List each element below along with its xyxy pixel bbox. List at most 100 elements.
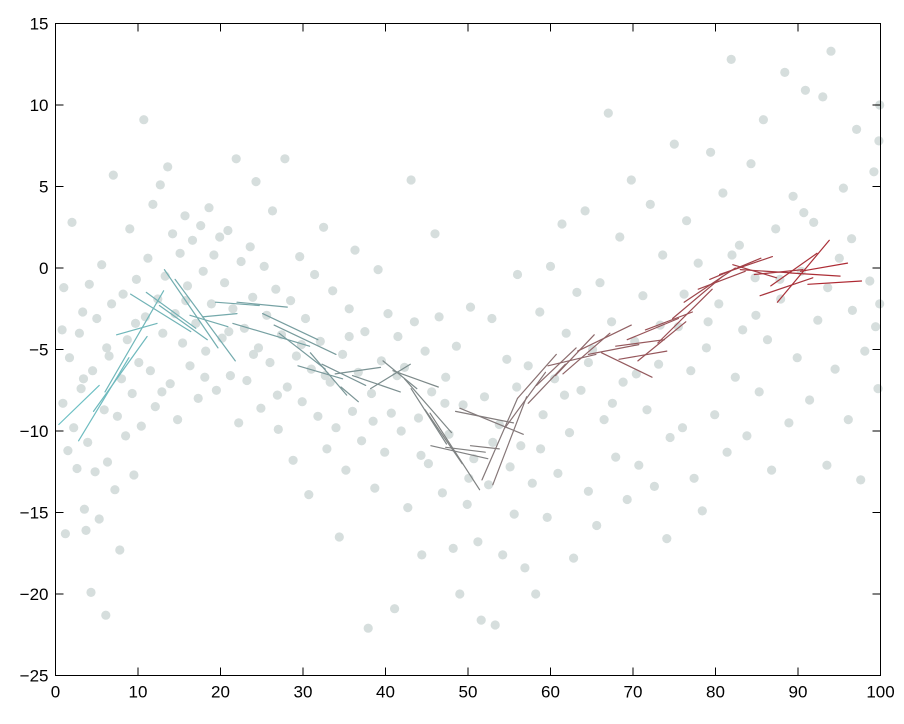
x-tick-label: 30 — [294, 683, 313, 702]
scatter-point — [58, 398, 68, 408]
scatter-point — [60, 529, 70, 539]
x-tick-label: 90 — [789, 683, 808, 702]
scatter-point — [856, 475, 866, 485]
scatter-point — [813, 315, 823, 325]
scatter-point — [74, 328, 84, 338]
scatter-point — [127, 388, 137, 399]
scatter-point — [767, 465, 777, 475]
scatter-point — [689, 473, 699, 483]
scatter-point — [701, 343, 712, 353]
scatter-point — [427, 387, 437, 397]
trend-segment — [577, 324, 632, 352]
trend-segment — [104, 290, 165, 393]
x-tick-label: 10 — [129, 683, 148, 702]
scatter-point — [638, 291, 648, 301]
scatter-point — [799, 208, 809, 218]
scatter-point — [357, 436, 367, 446]
scatter-point — [97, 260, 107, 270]
x-tick-label: 50 — [459, 683, 478, 702]
trend-segment — [278, 332, 326, 370]
scatter-point — [130, 318, 141, 328]
scatter-point — [473, 537, 483, 547]
scatter-point — [502, 354, 512, 364]
scatter-point — [805, 395, 815, 405]
scatter-point — [487, 313, 497, 324]
scatter-point — [822, 460, 832, 470]
scatter-point — [297, 397, 307, 407]
trend-segment — [340, 386, 359, 403]
scatter-point — [157, 387, 167, 397]
scatter-point — [860, 346, 870, 356]
scatter-point — [92, 313, 102, 324]
scatter-point — [280, 154, 290, 164]
trend-segment — [455, 410, 515, 424]
scatter-point — [376, 356, 386, 366]
trend-segment — [644, 311, 694, 331]
scatter-point — [738, 325, 748, 335]
scatter-point — [145, 366, 155, 376]
x-tick-label: 80 — [706, 683, 725, 702]
scatter-point — [875, 299, 885, 309]
scatter-point — [373, 265, 383, 275]
scatter-point — [338, 349, 348, 359]
scatter-point — [158, 328, 168, 338]
scatter-point — [168, 229, 178, 239]
scatter-point — [553, 468, 563, 478]
scatter-point — [347, 406, 358, 416]
scatter-point — [234, 418, 244, 428]
y-tick-label: 0 — [39, 259, 48, 278]
scatter-point — [758, 115, 769, 125]
scatter-point — [386, 408, 396, 418]
scatter-point — [722, 447, 732, 457]
trend-segment — [469, 445, 500, 450]
scatter-point — [649, 481, 660, 491]
scatter-point — [800, 85, 811, 95]
trend-segment — [382, 360, 418, 390]
scatter-point — [209, 250, 219, 260]
scatter-point — [231, 154, 241, 164]
scatter-point — [874, 136, 884, 146]
scatter-point — [873, 384, 883, 394]
trend-segment — [718, 256, 774, 276]
scatter-point — [319, 222, 329, 232]
scatter-point — [697, 506, 707, 516]
scatter-point — [296, 340, 306, 350]
scatter-point — [200, 372, 210, 382]
scatter-point — [118, 289, 128, 299]
scatter-point — [360, 327, 370, 337]
scatter-point — [622, 494, 632, 505]
scatter-point — [823, 283, 833, 293]
scatter-point — [251, 177, 261, 187]
scatter-point — [315, 336, 325, 346]
scatter-point — [224, 327, 234, 337]
scatter-point — [253, 343, 264, 353]
y-tick-labels: −25 −20 −15 −10 −5 0 5 10 15 — [20, 15, 49, 686]
scatter-point — [599, 415, 609, 425]
scatter-point — [451, 341, 461, 351]
scatter-point — [393, 331, 403, 342]
scatter-point — [417, 550, 427, 560]
scatter-point — [328, 286, 338, 296]
scatter-point — [341, 465, 351, 475]
scatter-point — [78, 374, 89, 384]
scatter-point — [618, 377, 628, 387]
trend-segment — [403, 378, 453, 434]
scatter-point — [564, 428, 575, 438]
trend-segment — [535, 347, 577, 386]
trend-segment — [492, 396, 528, 486]
scatter-point — [143, 253, 153, 263]
scatter-point — [94, 514, 104, 524]
trend-segment — [297, 365, 344, 380]
scatter-point — [304, 490, 314, 500]
y-tick-label: −15 — [20, 504, 49, 523]
scatter-point — [654, 359, 664, 369]
trend-segment — [657, 288, 713, 344]
scatter-point — [780, 67, 790, 77]
scatter-point — [505, 462, 515, 472]
scatter-point — [512, 382, 522, 392]
trend-segment — [214, 301, 260, 307]
trend-segment — [77, 357, 130, 442]
scatter-point — [645, 199, 655, 209]
scatter-point — [448, 543, 458, 554]
